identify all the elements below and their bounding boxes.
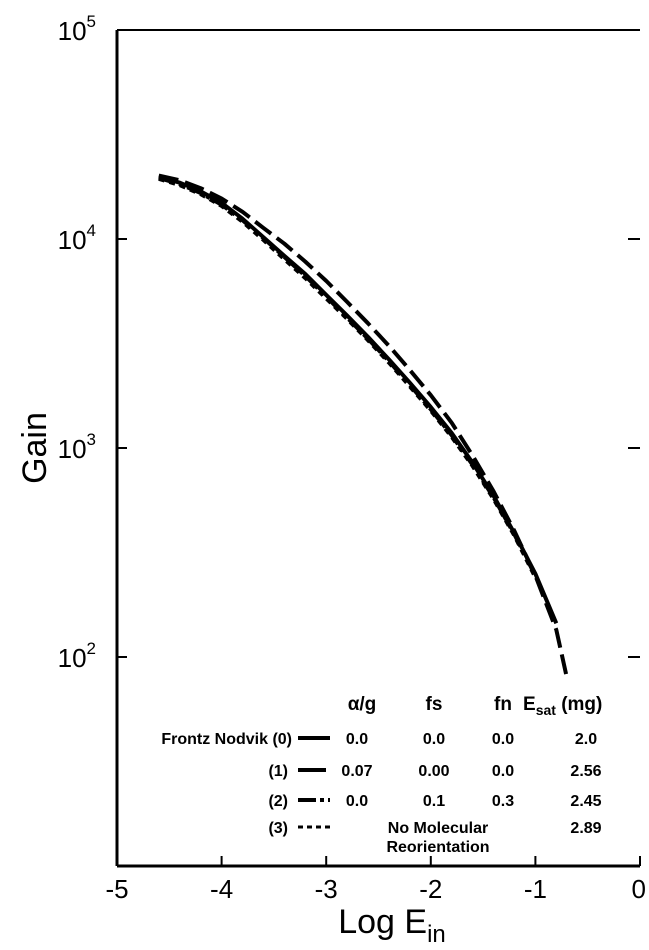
y-tick-label-2: 104 [58, 221, 96, 255]
legend: α/g fs fn Esat (mg) Frontz Nodvik (0) 0.… [161, 694, 602, 856]
legend-row-1-label: (1) [268, 763, 288, 780]
legend-header-alpha-g: α/g [348, 694, 377, 715]
y-tick-label-0: 102 [58, 639, 96, 673]
y-tick-label-3: 105 [58, 12, 96, 46]
series-line-0 [158, 175, 559, 625]
y-tick-label-exp-3: 5 [87, 12, 96, 31]
legend-row-1-fn: 0.0 [492, 763, 514, 780]
legend-header-esat-sub: sat [536, 702, 557, 718]
legend-header-esat-unit: (mg) [556, 694, 602, 715]
x-tick-label-4: -1 [524, 874, 547, 904]
x-axis-title-subscript: in [427, 921, 446, 948]
x-tick-label-1: -4 [210, 874, 233, 904]
legend-row-2-fs: 0.1 [423, 793, 445, 810]
legend-row-0-fs: 0.0 [423, 731, 445, 748]
legend-row-2-alpha-g: 0.0 [346, 793, 368, 810]
y-tick-label-base-1: 10 [58, 434, 87, 464]
legend-row-3-esat: 2.89 [570, 820, 601, 837]
y-tick-label-1: 103 [58, 430, 96, 464]
legend-row-1-esat: 2.56 [570, 763, 601, 780]
legend-row-3-label: (3) [268, 820, 288, 837]
series-line-2 [158, 175, 538, 577]
legend-row-3-note-line1: No Molecular [388, 820, 488, 837]
series-line-1 [158, 173, 569, 678]
legend-row-1-fs: 0.00 [418, 763, 449, 780]
x-tick-label-0: -5 [105, 874, 128, 904]
x-axis-title: Log Ein [338, 903, 446, 948]
legend-header-esat-e: E [523, 694, 536, 715]
legend-row-3-note-line2: Reorientation [386, 839, 489, 856]
x-tick-label-2: -3 [315, 874, 338, 904]
x-axis-title-main: Log E [338, 903, 427, 941]
curves [158, 173, 569, 678]
legend-header-esat: Esat (mg) [523, 694, 602, 718]
legend-row-0-fn: 0.0 [492, 731, 514, 748]
legend-row-2-label: (2) [268, 793, 288, 810]
y-tick-label-base-2: 10 [58, 225, 87, 255]
x-tick-label-5: 0 [632, 874, 646, 904]
y-tick-label-exp-0: 2 [87, 639, 96, 658]
y-axis-title: Gain [16, 412, 54, 484]
y-tick-label-exp-2: 4 [87, 221, 96, 240]
legend-row-1-alpha-g: 0.07 [341, 763, 372, 780]
y-tick-label-base-3: 10 [58, 16, 87, 46]
legend-row-0-esat: 2.0 [575, 731, 597, 748]
y-tick-label-base-0: 10 [58, 643, 87, 673]
series-line-3 [158, 176, 538, 579]
legend-row-2-esat: 2.45 [570, 793, 601, 810]
legend-row-2-fn: 0.3 [492, 793, 514, 810]
x-tick-label-3: -2 [419, 874, 442, 904]
legend-row-0-alpha-g: 0.0 [346, 731, 368, 748]
legend-row-0-label: Frontz Nodvik (0) [161, 731, 292, 748]
legend-header-fs: fs [426, 694, 443, 715]
x-ticks: -5 -4 -3 -2 -1 0 [105, 856, 646, 904]
y-tick-label-exp-1: 3 [87, 430, 96, 449]
legend-header-fn: fn [494, 694, 512, 715]
